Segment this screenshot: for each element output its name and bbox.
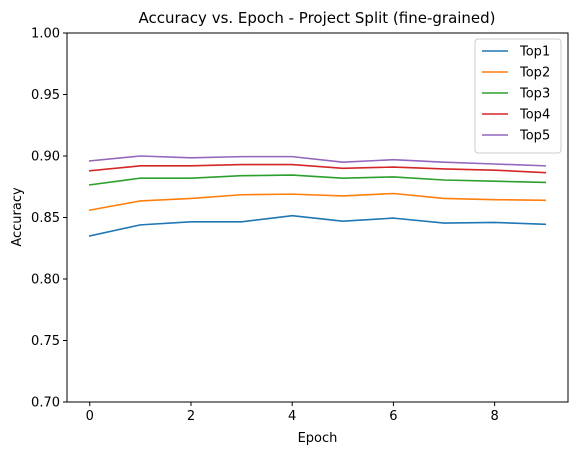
y-tick-label: 0.80 [31, 273, 60, 288]
x-tick-label: 6 [389, 409, 397, 424]
legend-label-top2: Top2 [519, 66, 550, 81]
x-axis-label: Epoch [298, 431, 338, 446]
y-axis: 0.70 0.75 0.80 0.85 0.90 0.95 1.00 [31, 27, 67, 411]
y-tick-label: 0.90 [31, 150, 60, 165]
y-tick-label: 0.85 [31, 211, 60, 226]
series-line-top5 [88, 155, 547, 167]
y-axis-label: Accuracy [10, 187, 25, 247]
legend-label-top3: Top3 [519, 87, 550, 102]
x-tick-label: 0 [86, 409, 94, 424]
x-tick-label: 2 [187, 409, 195, 424]
legend-label-top5: Top5 [519, 129, 550, 144]
x-tick-label: 4 [288, 409, 296, 424]
y-tick-label: 1.00 [31, 27, 60, 42]
y-tick-label: 0.95 [31, 88, 60, 103]
plot-area [88, 155, 547, 237]
series-line-top3 [88, 174, 547, 186]
x-tick-label: 8 [490, 409, 498, 424]
legend-label-top4: Top4 [519, 108, 550, 123]
chart-title: Accuracy vs. Epoch - Project Split (fine… [138, 9, 495, 27]
series-line-top2 [88, 192, 547, 212]
legend-label-top1: Top1 [519, 45, 550, 60]
y-tick-label: 0.75 [31, 334, 60, 349]
y-tick-label: 0.70 [31, 396, 60, 411]
x-axis: 0 2 4 6 8 [86, 402, 499, 424]
legend-box [474, 38, 562, 154]
series-line-top4 [88, 163, 547, 174]
series-line-top1 [88, 214, 547, 237]
legend: Top1 Top2 Top3 Top4 Top5 [474, 38, 562, 154]
